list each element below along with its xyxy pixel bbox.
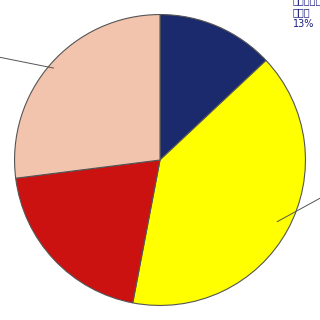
- Text: 可
の
既: 可 の 既: [277, 161, 320, 222]
- Text: 可視化の仕組み
既にあるので変わ
らない
13%: 可視化の仕組み 既にあるので変わ らない 13%: [293, 0, 320, 29]
- Text: い: い: [0, 48, 54, 68]
- Wedge shape: [160, 14, 266, 160]
- Wedge shape: [133, 60, 306, 306]
- Wedge shape: [14, 14, 160, 178]
- Wedge shape: [16, 160, 160, 303]
